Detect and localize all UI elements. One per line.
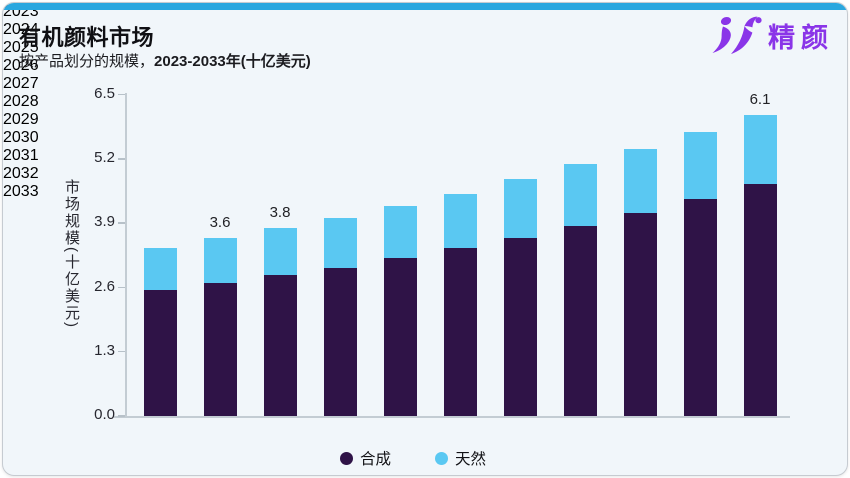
bar-total-label-2024: 3.6 (209, 214, 231, 232)
bar-segment-合成-2033 (743, 183, 777, 416)
brand-logo-icon (712, 16, 762, 54)
y-tick-mark (118, 222, 125, 224)
x-label-2032: 2032 (3, 165, 39, 182)
bar-segment-天然-2026 (323, 218, 357, 268)
y-axis-line (125, 93, 127, 417)
bar-segment-合成-2024 (203, 282, 237, 416)
page-subtitle: 按产品划分的规模，2023-2033年(十亿美元) (19, 50, 311, 71)
y-tick-label: 3.9 (94, 213, 115, 231)
bar-segment-合成-2028 (443, 248, 477, 416)
legend-label-合成: 合成 (359, 451, 391, 468)
accent-top-bar (3, 3, 847, 10)
y-tick-mark (118, 286, 125, 289)
bar-segment-合成-2032 (683, 198, 717, 416)
legend-dot-天然 (435, 451, 448, 465)
x-label-2025: 2025 (3, 39, 39, 56)
bar-segment-天然-2033 (743, 114, 777, 184)
bar-segment-合成-2026 (323, 267, 357, 416)
x-label-2030: 2030 (3, 129, 39, 146)
y-tick-label: 1.3 (94, 341, 115, 359)
subtitle-range: 2023-2033年(十亿美元) (154, 53, 311, 70)
x-label-2029: 2029 (3, 111, 39, 128)
legend-label-天然: 天然 (455, 451, 487, 468)
y-tick-mark (118, 158, 125, 160)
brand-logo-text: 精颜 (768, 22, 834, 53)
bar-segment-天然-2025 (263, 228, 297, 276)
bar-segment-合成-2029 (503, 238, 537, 416)
legend-item-天然: 天然 (435, 447, 486, 469)
y-tick-label: 0.0 (94, 406, 115, 423)
bar-segment-天然-2029 (503, 178, 537, 239)
bar-segment-合成-2023 (143, 290, 177, 416)
y-tick-mark (118, 350, 125, 353)
y-axis-title: 市场规模(十亿美元) (63, 179, 80, 329)
x-label-2026: 2026 (3, 57, 39, 74)
subtitle-prefix: 按产品划分的规模， (19, 53, 155, 70)
bar-segment-天然-2032 (683, 131, 717, 199)
x-label-2024: 2024 (3, 21, 39, 38)
legend-item-合成: 合成 (339, 447, 391, 469)
bar-segment-天然-2030 (563, 164, 597, 226)
brand-logo: 精颜 (711, 14, 834, 56)
y-tick-label: 5.2 (94, 149, 115, 167)
x-label-2031: 2031 (3, 147, 39, 164)
y-tick-label: 6.5 (94, 84, 115, 102)
x-label-2033: 2033 (3, 183, 39, 200)
bar-segment-天然-2027 (383, 206, 417, 258)
legend-dot-合成 (339, 451, 353, 465)
x-axis-line (114, 416, 790, 418)
bar-segment-合成-2027 (383, 257, 417, 416)
bar-segment-天然-2028 (443, 193, 477, 249)
bar-segment-合成-2025 (263, 275, 297, 416)
y-tick-mark (118, 93, 125, 96)
bar-total-label-2033: 6.1 (749, 90, 771, 108)
chart-legend: 合成 天然 (3, 447, 823, 469)
bar-segment-合成-2031 (623, 213, 657, 416)
x-label-2027: 2027 (3, 75, 39, 92)
bar-segment-天然-2024 (203, 238, 237, 283)
y-tick-mark (118, 415, 125, 417)
bar-total-label-2025: 3.8 (269, 204, 291, 222)
bar-segment-天然-2031 (623, 149, 657, 214)
bar-segment-天然-2023 (143, 248, 177, 291)
x-label-2028: 2028 (3, 93, 39, 110)
y-tick-label: 2.6 (94, 277, 115, 295)
bar-segment-合成-2030 (563, 225, 597, 416)
page-title: 有机颜料市场 (19, 25, 155, 50)
